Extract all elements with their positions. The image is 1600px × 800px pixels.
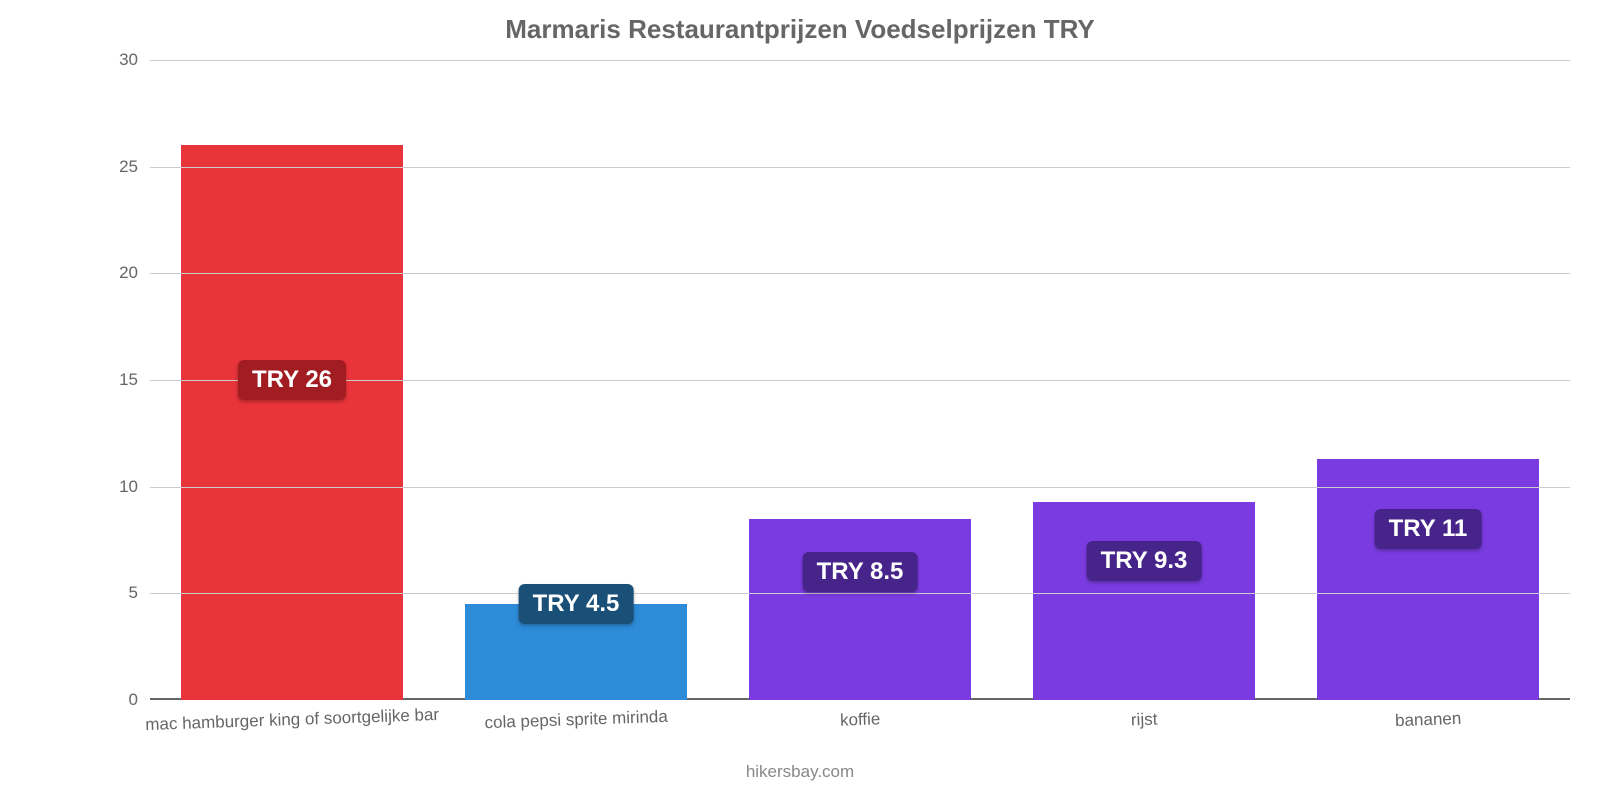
bar — [1033, 502, 1255, 700]
x-tick-label: mac hamburger king of soortgelijke bar — [145, 695, 440, 735]
grid-line — [150, 380, 1570, 381]
grid-line — [150, 273, 1570, 274]
y-tick-label: 25 — [119, 157, 150, 177]
grid-line — [150, 167, 1570, 168]
value-badge: TRY 26 — [238, 360, 346, 400]
value-badge: TRY 4.5 — [519, 584, 634, 624]
plot-area: 051015202530mac hamburger king of soortg… — [150, 60, 1570, 700]
x-tick-label: cola pepsi sprite mirinda — [484, 697, 668, 733]
bar — [749, 519, 971, 700]
value-badge: TRY 8.5 — [803, 552, 918, 592]
x-tick-label: koffie — [839, 699, 880, 730]
attribution-text: hikersbay.com — [0, 762, 1600, 782]
grid-line — [150, 487, 1570, 488]
x-tick-label: rijst — [1130, 700, 1157, 731]
value-badge: TRY 11 — [1375, 509, 1482, 549]
x-tick-label: bananen — [1394, 699, 1461, 731]
bar — [181, 145, 403, 700]
bar — [1317, 459, 1539, 700]
grid-line — [150, 593, 1570, 594]
y-tick-label: 5 — [129, 583, 150, 603]
y-tick-label: 10 — [119, 477, 150, 497]
chart-container: Marmaris Restaurantprijzen Voedselprijze… — [0, 0, 1600, 800]
chart-title: Marmaris Restaurantprijzen Voedselprijze… — [0, 14, 1600, 45]
y-tick-label: 20 — [119, 263, 150, 283]
y-tick-label: 15 — [119, 370, 150, 390]
grid-line — [150, 60, 1570, 61]
value-badge: TRY 9.3 — [1087, 541, 1202, 581]
y-tick-label: 30 — [119, 50, 150, 70]
